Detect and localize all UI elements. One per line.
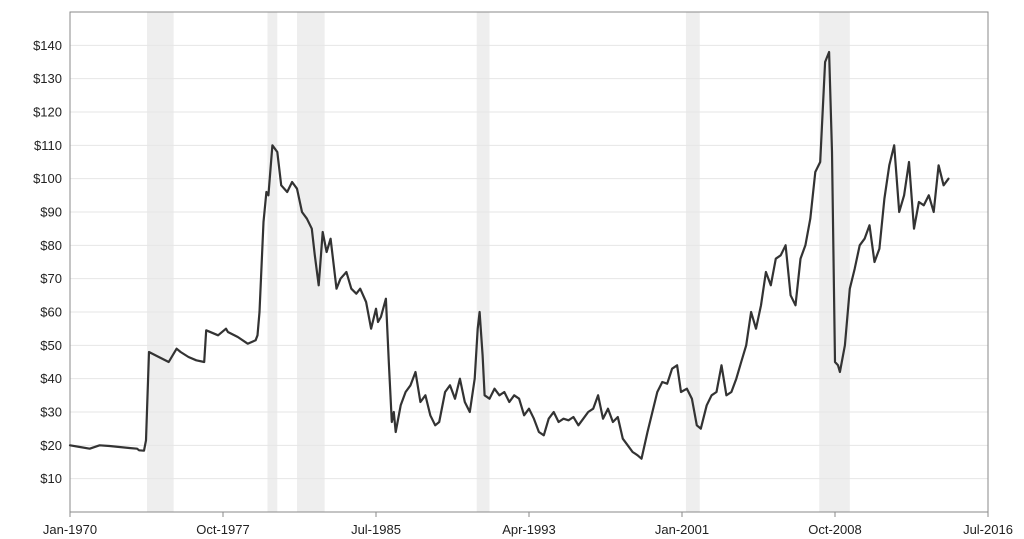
price-series-line [68,50,950,460]
y-axis-ticks: $10 $20 $30 $40 $50 $60 $70 $80 $90 $100 $110 $120 $… [33,38,62,486]
x-tick-label: Jul-2016 [963,522,1013,537]
recession-band-3 [476,12,490,512]
x-tick-label: Jan-1970 [43,522,97,537]
y-tick-label: $50 [40,338,62,353]
y-tick-label: $100 [33,171,62,186]
y-tick-label: $30 [40,405,62,420]
x-tick-label: Apr-1993 [502,522,555,537]
y-tick-label: $10 [40,471,62,486]
x-axis-ticks: Jan-1970 Oct-1977 Jul-1985 Apr-1993 Jan-2001… [43,512,1013,537]
y-tick-label: $80 [40,238,62,253]
y-tick-label: $120 [33,105,62,120]
x-tick-label: Oct-1977 [196,522,249,537]
y-tick-label: $140 [33,38,62,53]
y-tick-label: $60 [40,305,62,320]
y-tick-label: $40 [40,371,62,386]
x-tick-label: Jan-2001 [655,522,709,537]
y-tick-label: $110 [34,138,62,153]
x-tick-label: Jul-1985 [351,522,401,537]
y-tick-label: $70 [40,271,62,286]
y-tick-label: $20 [40,438,62,453]
recession-band-4 [685,12,700,512]
y-tick-label: $130 [33,71,62,86]
y-tick-label: $90 [40,205,62,220]
recession-band-0 [146,12,174,512]
recession-band-1 [267,12,278,512]
gridlines [70,44,988,480]
x-tick-label: Oct-2008 [808,522,861,537]
